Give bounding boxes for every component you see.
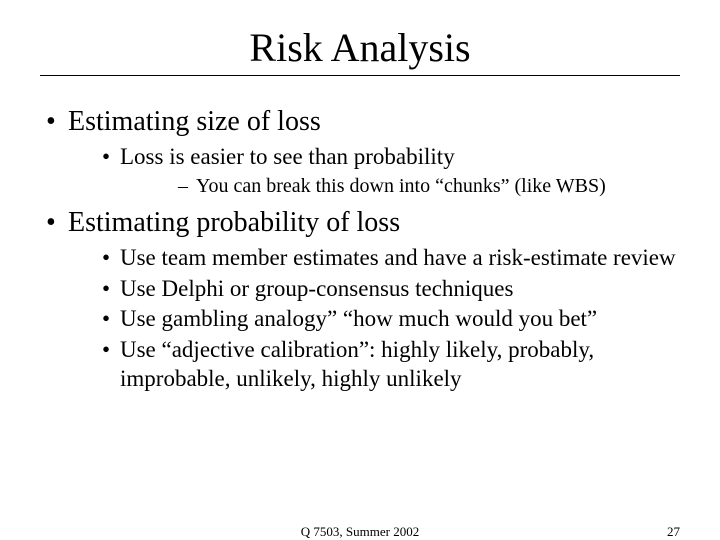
list-item: Use gambling analogy” “how much would yo… [68, 305, 680, 334]
list-item: Use Delphi or group-consensus techniques [68, 275, 680, 304]
slide-title: Risk Analysis [40, 24, 680, 71]
bullet-text: Use team member estimates and have a ris… [120, 245, 676, 270]
list-item: You can break this down into “chunks” (l… [120, 174, 680, 199]
list-item: Estimating probability of loss Use team … [40, 205, 680, 394]
bullet-text: You can break this down into “chunks” (l… [196, 175, 606, 197]
bullet-text: Estimating probability of loss [68, 207, 400, 238]
bullet-text: Use “adjective calibration”: highly like… [120, 337, 594, 391]
bullet-text: Loss is easier to see than probability [120, 144, 455, 169]
list-item: Loss is easier to see than probability Y… [68, 143, 680, 199]
bullet-list-level3: You can break this down into “chunks” (l… [120, 174, 680, 199]
bullet-list-level2: Use team member estimates and have a ris… [68, 244, 680, 394]
list-item: Use team member estimates and have a ris… [68, 244, 680, 273]
title-underline: Risk Analysis [40, 0, 680, 76]
footer-page-number: 27 [667, 524, 680, 540]
bullet-list-level2: Loss is easier to see than probability Y… [68, 143, 680, 199]
slide-content: Estimating size of loss Loss is easier t… [40, 104, 680, 394]
slide: Risk Analysis Estimating size of loss Lo… [0, 0, 720, 540]
bullet-text: Estimating size of loss [68, 106, 321, 137]
list-item: Use “adjective calibration”: highly like… [68, 336, 680, 394]
bullet-text: Use gambling analogy” “how much would yo… [120, 306, 597, 331]
list-item: Estimating size of loss Loss is easier t… [40, 104, 680, 199]
bullet-text: Use Delphi or group-consensus techniques [120, 276, 513, 301]
bullet-list-level1: Estimating size of loss Loss is easier t… [40, 104, 680, 394]
footer-center-text: Q 7503, Summer 2002 [0, 524, 720, 540]
